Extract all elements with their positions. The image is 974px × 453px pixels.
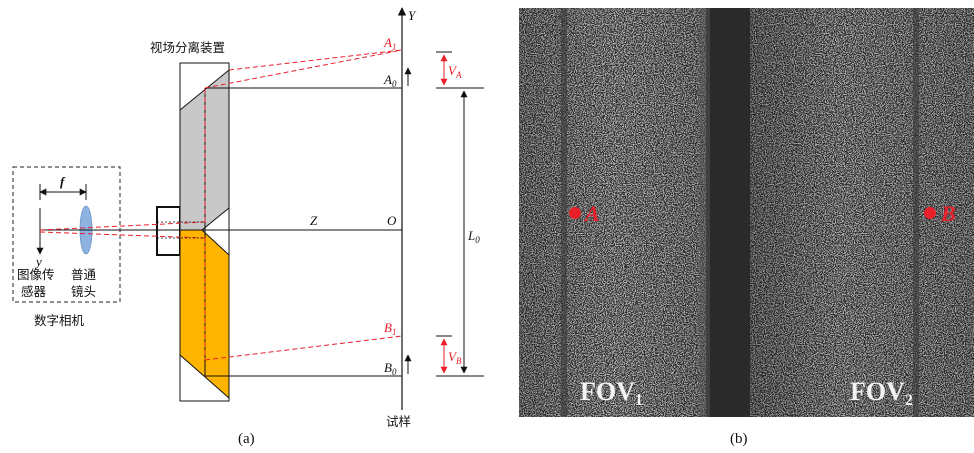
- lower-rays: [39, 231, 403, 361]
- point-b1-label: B1: [384, 320, 396, 337]
- aperture-box: [156, 206, 181, 256]
- point-a1-label: A1: [383, 35, 396, 52]
- origin-label: O: [387, 213, 397, 228]
- camera-box: [12, 166, 121, 303]
- sensor-label-1: 图像传: [17, 267, 55, 282]
- schematic-panel: f y 图像传 感器 普通 镜头 数字相机 视场分离装置 Z Y O 试样: [12, 7, 484, 447]
- point-b0-label: B0: [384, 360, 397, 377]
- caption-a: (a): [238, 431, 255, 447]
- point-a-label: A: [583, 201, 600, 226]
- caption-b: (b): [730, 431, 748, 447]
- sensor-label-2: 感器: [21, 284, 47, 299]
- upper-rays: [39, 49, 403, 231]
- va-label: VA: [448, 63, 462, 80]
- point-a0-label: A0: [383, 72, 397, 89]
- point-b-marker: [924, 207, 936, 219]
- vb-label: VB: [448, 349, 462, 366]
- fov2-label: FOV2: [850, 377, 913, 409]
- camera-label: 数字相机: [34, 313, 85, 328]
- point-b-label: B: [940, 201, 956, 226]
- specimen-label: 试样: [386, 414, 411, 429]
- sensor-axis-label: y: [34, 254, 42, 269]
- y-axis-label: Y: [408, 8, 417, 23]
- focal-label: f: [60, 174, 66, 189]
- point-a-marker: [569, 207, 581, 219]
- fov1-label: FOV1: [580, 377, 643, 409]
- device-label: 视场分离装置: [150, 40, 225, 55]
- lens-label-2: 镜头: [71, 284, 96, 299]
- lens-label-1: 普通: [71, 267, 97, 282]
- z-axis-label: Z: [310, 213, 318, 228]
- photo-panel: A B FOV1 FOV2 (b): [519, 8, 974, 447]
- l0-label: L0: [467, 228, 480, 245]
- center-gap: [706, 8, 750, 417]
